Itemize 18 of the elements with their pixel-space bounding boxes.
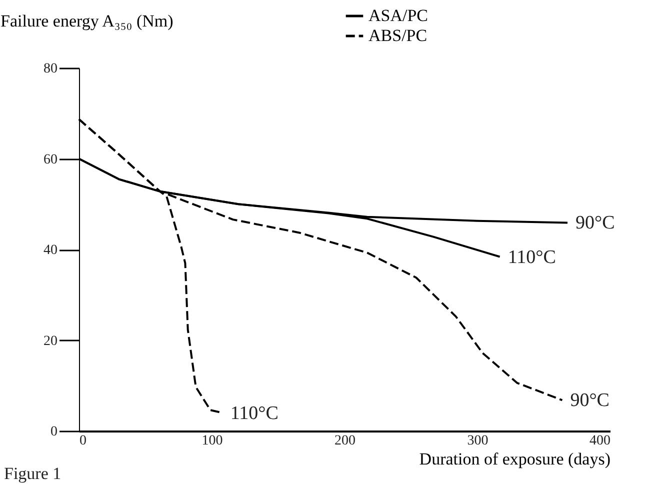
annotation: 90°C xyxy=(576,212,615,234)
y-tick-label: 20 xyxy=(44,334,58,349)
x-tick-label: 0 xyxy=(80,434,86,448)
caption: Figure 1 xyxy=(4,464,62,483)
y-axis-title: Failure energy A₃₅₀ (Nm) xyxy=(0,12,174,30)
x-tick-label: 300 xyxy=(467,434,488,448)
y-tick-label: 60 xyxy=(44,152,58,168)
y-tick-label: 40 xyxy=(44,243,58,258)
annotation: 90°C xyxy=(570,390,610,412)
annotation: 110°C xyxy=(230,402,278,424)
legend-label: ABS/PC xyxy=(368,26,428,45)
x-tick-label: 100 xyxy=(202,434,223,448)
x-tick-label: 200 xyxy=(334,434,356,448)
y-tick-label: 80 xyxy=(44,62,58,76)
annotation: 110°C xyxy=(508,246,556,268)
x-axis-title: Duration of exposure (days) xyxy=(419,450,610,468)
legend-label: ASA/PC xyxy=(368,6,428,25)
x-tick-label: 400 xyxy=(590,434,610,448)
